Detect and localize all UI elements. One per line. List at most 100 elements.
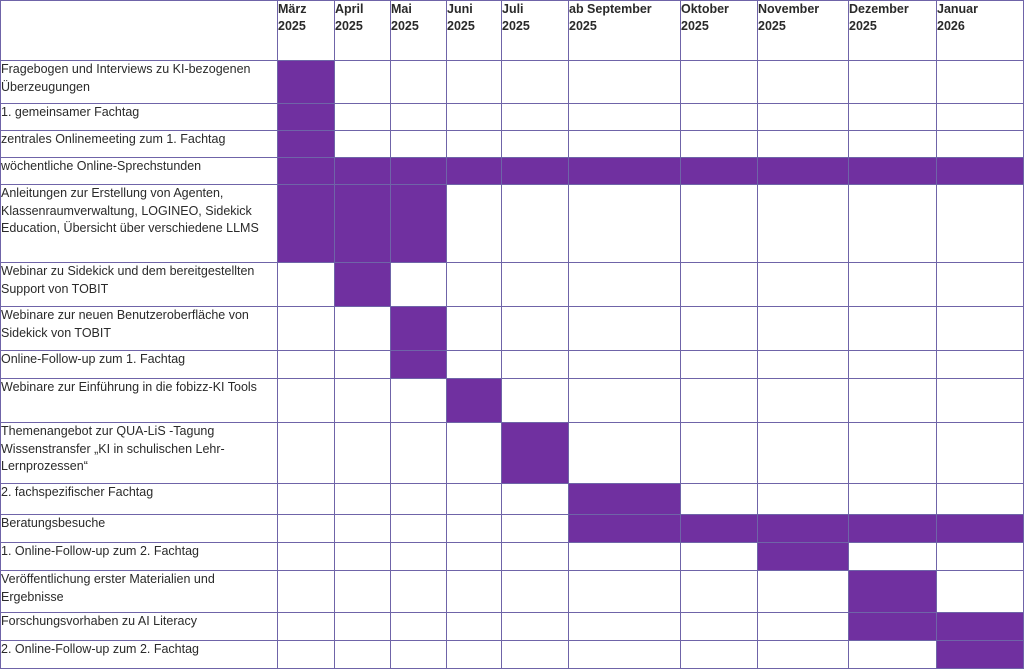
timeline-empty-cell: [848, 378, 937, 423]
month-year: 2025: [849, 19, 877, 33]
timeline-empty-cell: [334, 422, 391, 484]
task-row: 1. Online-Follow-up zum 2. Fachtag: [0, 542, 1024, 571]
timeline-empty-cell: [446, 262, 502, 307]
task-label: Themenangebot zur QUA-LiS -Tagung Wissen…: [0, 422, 278, 484]
timeline-bar-cell: [568, 157, 681, 185]
timeline-empty-cell: [334, 306, 391, 351]
task-label: Online-Follow-up zum 1. Fachtag: [0, 350, 278, 379]
month-year: 2025: [502, 19, 530, 33]
task-label: Forschungsvorhaben zu AI Literacy: [0, 612, 278, 641]
timeline-empty-cell: [936, 306, 1024, 351]
timeline-bar-cell: [501, 157, 569, 185]
timeline-empty-cell: [334, 514, 391, 543]
timeline-bar-cell: [390, 306, 447, 351]
timeline-empty-cell: [936, 570, 1024, 613]
timeline-bar-cell: [568, 483, 681, 515]
timeline-empty-cell: [446, 184, 502, 263]
timeline-empty-cell: [446, 103, 502, 131]
timeline-empty-cell: [446, 514, 502, 543]
timeline-empty-cell: [277, 483, 335, 515]
timeline-empty-cell: [680, 130, 758, 158]
timeline-empty-cell: [446, 483, 502, 515]
timeline-empty-cell: [446, 422, 502, 484]
timeline-empty-cell: [757, 570, 849, 613]
task-label: Beratungsbesuche: [0, 514, 278, 543]
month-name: November: [758, 2, 820, 16]
timeline-empty-cell: [334, 350, 391, 379]
month-name: April: [335, 2, 364, 16]
task-label: 2. fachspezifischer Fachtag: [0, 483, 278, 515]
timeline-empty-cell: [446, 130, 502, 158]
timeline-empty-cell: [680, 422, 758, 484]
task-row: Forschungsvorhaben zu AI Literacy: [0, 612, 1024, 641]
timeline-empty-cell: [936, 542, 1024, 571]
timeline-empty-cell: [936, 262, 1024, 307]
timeline-bar-cell: [277, 60, 335, 104]
timeline-empty-cell: [757, 350, 849, 379]
task-label: 1. gemeinsamer Fachtag: [0, 103, 278, 131]
timeline-empty-cell: [568, 103, 681, 131]
month-header: Juni 2025: [446, 0, 502, 61]
timeline-bar-cell: [936, 514, 1024, 543]
timeline-empty-cell: [848, 262, 937, 307]
month-header: Januar 2026: [936, 0, 1024, 61]
task-label: zentrales Onlinemeeting zum 1. Fachtag: [0, 130, 278, 158]
timeline-empty-cell: [501, 130, 569, 158]
timeline-empty-cell: [848, 306, 937, 351]
task-row: 2. Online-Follow-up zum 2. Fachtag: [0, 640, 1024, 669]
timeline-empty-cell: [277, 422, 335, 484]
timeline-bar-cell: [446, 378, 502, 423]
timeline-empty-cell: [568, 542, 681, 571]
timeline-empty-cell: [334, 483, 391, 515]
month-year: 2025: [569, 19, 597, 33]
timeline-empty-cell: [757, 60, 849, 104]
timeline-empty-cell: [334, 640, 391, 669]
timeline-empty-cell: [757, 306, 849, 351]
timeline-empty-cell: [277, 640, 335, 669]
month-year: 2025: [278, 19, 306, 33]
timeline-empty-cell: [390, 262, 447, 307]
task-label: Webinare zur Einführung in die fobizz-KI…: [0, 378, 278, 423]
timeline-empty-cell: [568, 130, 681, 158]
timeline-empty-cell: [334, 60, 391, 104]
header-row: März 2025 April 2025 Mai 2025 Juni 2025 Juli 2025…: [0, 0, 1024, 61]
timeline-empty-cell: [568, 60, 681, 104]
timeline-bar-cell: [277, 157, 335, 185]
timeline-empty-cell: [680, 640, 758, 669]
timeline-empty-cell: [680, 612, 758, 641]
month-header: April 2025: [334, 0, 391, 61]
timeline-empty-cell: [501, 184, 569, 263]
month-name: Juli: [502, 2, 524, 16]
timeline-empty-cell: [936, 483, 1024, 515]
timeline-empty-cell: [757, 422, 849, 484]
month-year: 2026: [937, 19, 965, 33]
timeline-bar-cell: [277, 103, 335, 131]
timeline-empty-cell: [680, 262, 758, 307]
month-header: Dezember 2025: [848, 0, 937, 61]
timeline-empty-cell: [936, 60, 1024, 104]
task-label: Veröffentlichung erster Materialien und …: [0, 570, 278, 613]
timeline-empty-cell: [757, 130, 849, 158]
timeline-empty-cell: [568, 612, 681, 641]
timeline-empty-cell: [680, 378, 758, 423]
timeline-bar-cell: [277, 184, 335, 263]
task-row: Anleitungen zur Erstellung von Agenten, …: [0, 184, 1024, 263]
month-name: Mai: [391, 2, 412, 16]
task-label: wöchentliche Online-Sprechstunden: [0, 157, 278, 185]
timeline-empty-cell: [446, 570, 502, 613]
timeline-empty-cell: [501, 640, 569, 669]
timeline-empty-cell: [568, 422, 681, 484]
timeline-bar-cell: [848, 157, 937, 185]
timeline-bar-cell: [757, 514, 849, 543]
timeline-bar-cell: [680, 514, 758, 543]
task-row: Beratungsbesuche: [0, 514, 1024, 543]
task-label: 2. Online-Follow-up zum 2. Fachtag: [0, 640, 278, 669]
timeline-empty-cell: [334, 570, 391, 613]
month-header: März 2025: [277, 0, 335, 61]
task-label: Fragebogen und Interviews zu KI-bezogene…: [0, 60, 278, 104]
month-name: Oktober: [681, 2, 729, 16]
timeline-empty-cell: [568, 262, 681, 307]
timeline-empty-cell: [390, 570, 447, 613]
timeline-bar-cell: [757, 157, 849, 185]
task-row: Fragebogen und Interviews zu KI-bezogene…: [0, 60, 1024, 104]
